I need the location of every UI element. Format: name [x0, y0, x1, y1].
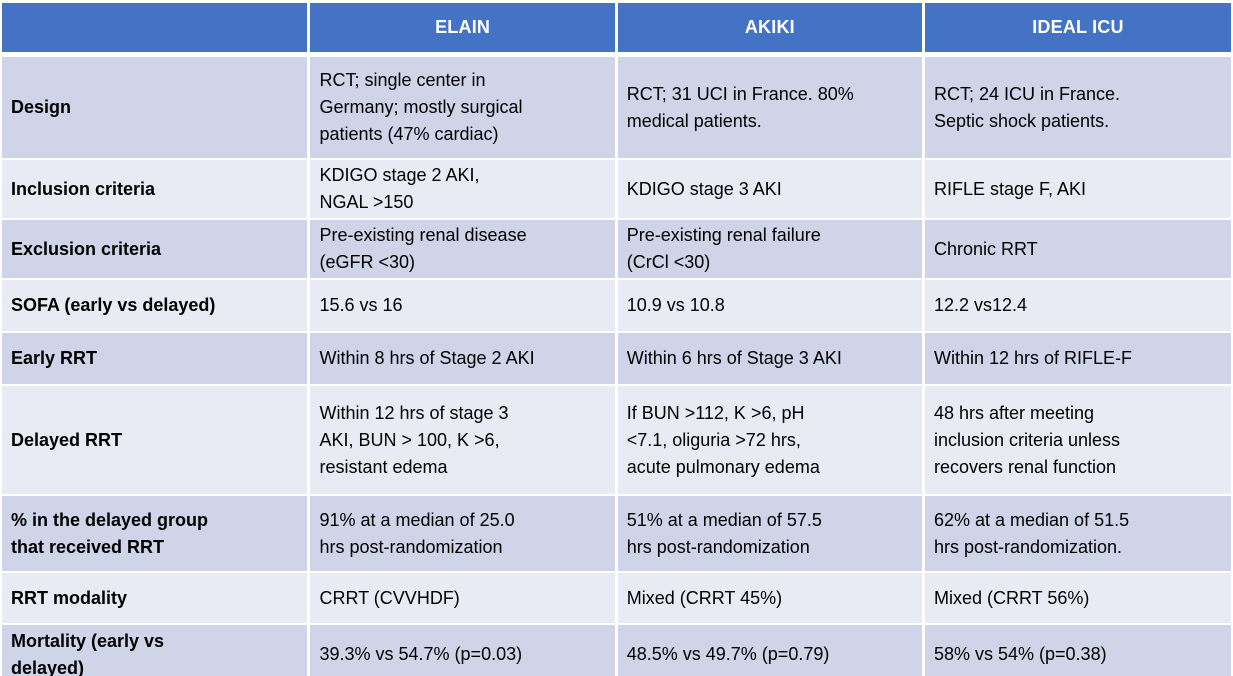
row-label-sofa: SOFA (early vs delayed)	[2, 280, 311, 333]
row-label-delayed-rrt: Delayed RRT	[2, 386, 311, 496]
cell-exclusion-ideal: Chronic RRT	[924, 220, 1231, 280]
row-label-rrt-modality: RRT modality	[2, 573, 311, 625]
cell-delayed-rrt-akiki: If BUN >112, K >6, pH <7.1, oliguria >72…	[617, 386, 925, 496]
column-header-ideal-icu: IDEAL ICU	[924, 3, 1231, 57]
cell-design-akiki: RCT; 31 UCI in France. 80% medical patie…	[617, 57, 925, 160]
header-row: ELAIN AKIKI IDEAL ICU	[2, 3, 1231, 57]
row-label-pct-delayed-received-rrt: % in the delayed group that received RRT	[2, 496, 311, 573]
cell-early-rrt-ideal: Within 12 hrs of RIFLE-F	[924, 333, 1231, 386]
cell-sofa-elain: 15.6 vs 16	[310, 280, 618, 333]
table-row-mortality: Mortality (early vs delayed) 39.3% vs 54…	[2, 625, 1231, 676]
cell-exclusion-akiki: Pre-existing renal failure (CrCl <30)	[617, 220, 925, 280]
table-row-pct-delayed-received-rrt: % in the delayed group that received RRT…	[2, 496, 1231, 573]
row-label-early-rrt: Early RRT	[2, 333, 311, 386]
cell-pct-delayed-elain: 91% at a median of 25.0 hrs post-randomi…	[310, 496, 618, 573]
row-label-design: Design	[2, 57, 311, 160]
cell-modality-ideal: Mixed (CRRT 56%)	[924, 573, 1231, 625]
cell-pct-delayed-ideal: 62% at a median of 51.5 hrs post-randomi…	[924, 496, 1231, 573]
cell-mortality-ideal: 58% vs 54% (p=0.38)	[924, 625, 1231, 676]
cell-mortality-akiki: 48.5% vs 49.7% (p=0.79)	[617, 625, 925, 676]
cell-design-ideal: RCT; 24 ICU in France. Septic shock pati…	[924, 57, 1231, 160]
cell-delayed-rrt-ideal: 48 hrs after meeting inclusion criteria …	[924, 386, 1231, 496]
cell-design-elain: RCT; single center in Germany; mostly su…	[310, 57, 618, 160]
table-row-design: Design RCT; single center in Germany; mo…	[2, 57, 1231, 160]
table-row-rrt-modality: RRT modality CRRT (CVVHDF) Mixed (CRRT 4…	[2, 573, 1231, 625]
cell-delayed-rrt-elain: Within 12 hrs of stage 3 AKI, BUN > 100,…	[310, 386, 618, 496]
corner-header-cell	[2, 3, 311, 57]
table-row-sofa: SOFA (early vs delayed) 15.6 vs 16 10.9 …	[2, 280, 1231, 333]
cell-inclusion-akiki: KDIGO stage 3 AKI	[617, 160, 925, 220]
cell-pct-delayed-akiki: 51% at a median of 57.5 hrs post-randomi…	[617, 496, 925, 573]
table-row-delayed-rrt: Delayed RRT Within 12 hrs of stage 3 AKI…	[2, 386, 1231, 496]
row-label-exclusion-criteria: Exclusion criteria	[2, 220, 311, 280]
table-row-inclusion-criteria: Inclusion criteria KDIGO stage 2 AKI, NG…	[2, 160, 1231, 220]
cell-early-rrt-akiki: Within 6 hrs of Stage 3 AKI	[617, 333, 925, 386]
trial-comparison-table: ELAIN AKIKI IDEAL ICU Design RCT; single…	[2, 3, 1231, 676]
row-label-inclusion-criteria: Inclusion criteria	[2, 160, 311, 220]
cell-inclusion-elain: KDIGO stage 2 AKI, NGAL >150	[310, 160, 618, 220]
column-header-elain: ELAIN	[310, 3, 618, 57]
cell-sofa-ideal: 12.2 vs12.4	[924, 280, 1231, 333]
cell-exclusion-elain: Pre-existing renal disease (eGFR <30)	[310, 220, 618, 280]
cell-modality-elain: CRRT (CVVHDF)	[310, 573, 618, 625]
cell-early-rrt-elain: Within 8 hrs of Stage 2 AKI	[310, 333, 618, 386]
table-row-exclusion-criteria: Exclusion criteria Pre-existing renal di…	[2, 220, 1231, 280]
cell-mortality-elain: 39.3% vs 54.7% (p=0.03)	[310, 625, 618, 676]
cell-sofa-akiki: 10.9 vs 10.8	[617, 280, 925, 333]
cell-modality-akiki: Mixed (CRRT 45%)	[617, 573, 925, 625]
column-header-akiki: AKIKI	[617, 3, 925, 57]
table-row-early-rrt: Early RRT Within 8 hrs of Stage 2 AKI Wi…	[2, 333, 1231, 386]
row-label-mortality: Mortality (early vs delayed)	[2, 625, 311, 676]
cell-inclusion-ideal: RIFLE stage F, AKI	[924, 160, 1231, 220]
